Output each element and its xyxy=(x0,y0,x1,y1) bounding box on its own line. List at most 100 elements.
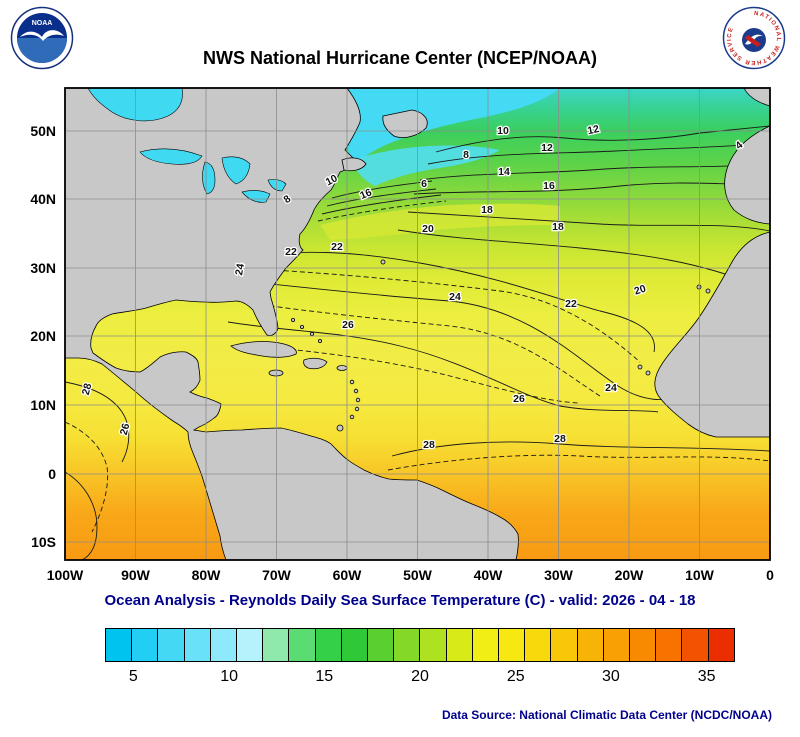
land-africa xyxy=(654,231,771,438)
contour-label: 18 xyxy=(481,204,493,216)
colorbar-segment xyxy=(708,629,734,661)
y-tick: 10N xyxy=(30,397,56,413)
contour-label: 12 xyxy=(586,123,600,137)
map-caption: Ocean Analysis - Reynolds Daily Sea Surf… xyxy=(104,592,696,609)
colorbar-tick: 35 xyxy=(697,668,716,685)
island-hispaniola xyxy=(303,357,328,370)
colorbar-tick: 30 xyxy=(601,668,620,685)
contour-label: 28 xyxy=(554,433,566,445)
x-tick: 70W xyxy=(262,567,292,583)
cold-tongue-region xyxy=(352,145,500,186)
contour-label: 26 xyxy=(513,393,525,405)
contour-label: 12 xyxy=(541,142,553,154)
noaa-logo-sea xyxy=(17,38,67,63)
colorbar-segment xyxy=(472,629,500,661)
colorbar-segment xyxy=(106,629,133,661)
colorbar-segment xyxy=(289,629,316,661)
map-border xyxy=(64,87,771,561)
colorbar-segment xyxy=(551,629,578,661)
y-tick: 30N xyxy=(30,260,56,276)
x-tick: 40W xyxy=(474,567,504,583)
lat-lon-grid xyxy=(65,88,770,560)
contour-label: 28 xyxy=(80,382,95,397)
noaa-logo-label: NOAA xyxy=(32,20,53,27)
y-tick: 0 xyxy=(48,466,56,482)
y-tick: 40N xyxy=(30,191,56,207)
y-axis-labels: 50N 40N 30N 20N 10N 0 10S xyxy=(30,123,56,550)
contour-label: 20 xyxy=(633,283,648,298)
sst-map: 100W 90W 80W 70W 60W 50W 40W 30W 20W 10W… xyxy=(30,87,774,583)
contour-label: 22 xyxy=(565,298,577,310)
colorbar-segment xyxy=(577,629,604,661)
page-title: NWS National Hurricane Center (NCEP/NOAA… xyxy=(202,48,598,68)
noaa-logo-svg: NOAA xyxy=(10,6,74,70)
colorbar-segment xyxy=(184,629,211,661)
colorbar-tick: 20 xyxy=(411,668,429,685)
noaa-logo: NOAA xyxy=(10,6,74,70)
colorbar-segment xyxy=(446,629,473,661)
noaa-gull-icon xyxy=(20,30,64,41)
island-dots xyxy=(290,259,711,432)
x-tick: 10W xyxy=(685,567,715,583)
land-americas xyxy=(64,87,519,561)
x-tick: 100W xyxy=(47,567,84,583)
contour-label: 10 xyxy=(497,125,509,137)
island-cuba xyxy=(230,341,297,358)
x-tick: 30W xyxy=(544,567,574,583)
x-tick: 20W xyxy=(615,567,645,583)
y-tick: 20N xyxy=(30,328,56,344)
colorbar-tick: 5 xyxy=(128,668,138,685)
y-tick: 50N xyxy=(30,123,56,139)
colorbar-segment xyxy=(368,629,395,661)
colorbar-segment xyxy=(132,629,159,661)
colorbar-segment xyxy=(210,629,238,661)
contour-label: 24 xyxy=(605,382,617,394)
temperature-colorbar xyxy=(105,628,735,662)
cold-water-region xyxy=(346,88,560,170)
y-tick: 10S xyxy=(31,534,56,550)
contour-label: 8 xyxy=(463,149,469,161)
colorbar-segment xyxy=(682,629,709,661)
x-axis-labels: 100W 90W 80W 70W 60W 50W 40W 30W 20W 10W… xyxy=(47,567,774,583)
data-source: Data Source: National Climatic Data Cent… xyxy=(441,708,772,722)
colorbar-segment xyxy=(656,629,683,661)
contour-label: 14 xyxy=(498,166,510,178)
colorbar-segment xyxy=(263,629,290,661)
colorbar-segment xyxy=(237,629,264,661)
colorbar-segment xyxy=(341,629,369,661)
land-nova-scotia xyxy=(341,157,367,172)
island-jamaica xyxy=(268,369,284,377)
colorbar-tick: 10 xyxy=(220,668,239,685)
contour-label: 22 xyxy=(331,241,343,253)
x-tick: 60W xyxy=(333,567,363,583)
colorbar-segment xyxy=(525,629,552,661)
x-tick: 80W xyxy=(192,567,222,583)
isotherm-contours xyxy=(64,125,771,561)
colorbar-tick: 25 xyxy=(506,668,525,685)
x-tick: 0 xyxy=(766,567,774,583)
contour-label: 28 xyxy=(423,439,435,451)
contour-label: 18 xyxy=(552,221,564,233)
colorbar-segment xyxy=(499,629,526,661)
x-tick: 50W xyxy=(403,567,433,583)
island-puerto-rico xyxy=(336,365,348,371)
x-tick: 90W xyxy=(121,567,151,583)
colorbar-segment xyxy=(394,629,421,661)
colorbar-segment xyxy=(315,629,342,661)
colorbar-segment xyxy=(420,629,447,661)
colorbar-segment xyxy=(603,629,631,661)
nws-flag-icon xyxy=(744,35,761,47)
contour-label: 24 xyxy=(233,263,247,277)
contour-label: 20 xyxy=(422,223,434,235)
colorbar-tick-labels: 5 10 15 20 25 30 35 xyxy=(105,668,735,690)
contour-label: 26 xyxy=(342,319,354,331)
contour-label: 6 xyxy=(421,178,427,190)
landmasses xyxy=(64,87,771,561)
colorbar-segment xyxy=(158,629,185,661)
land-iberia xyxy=(724,125,771,225)
gulf-stream-warm-band xyxy=(320,203,560,240)
contour-label: 22 xyxy=(285,246,297,258)
colorbar-tick: 15 xyxy=(315,668,334,685)
